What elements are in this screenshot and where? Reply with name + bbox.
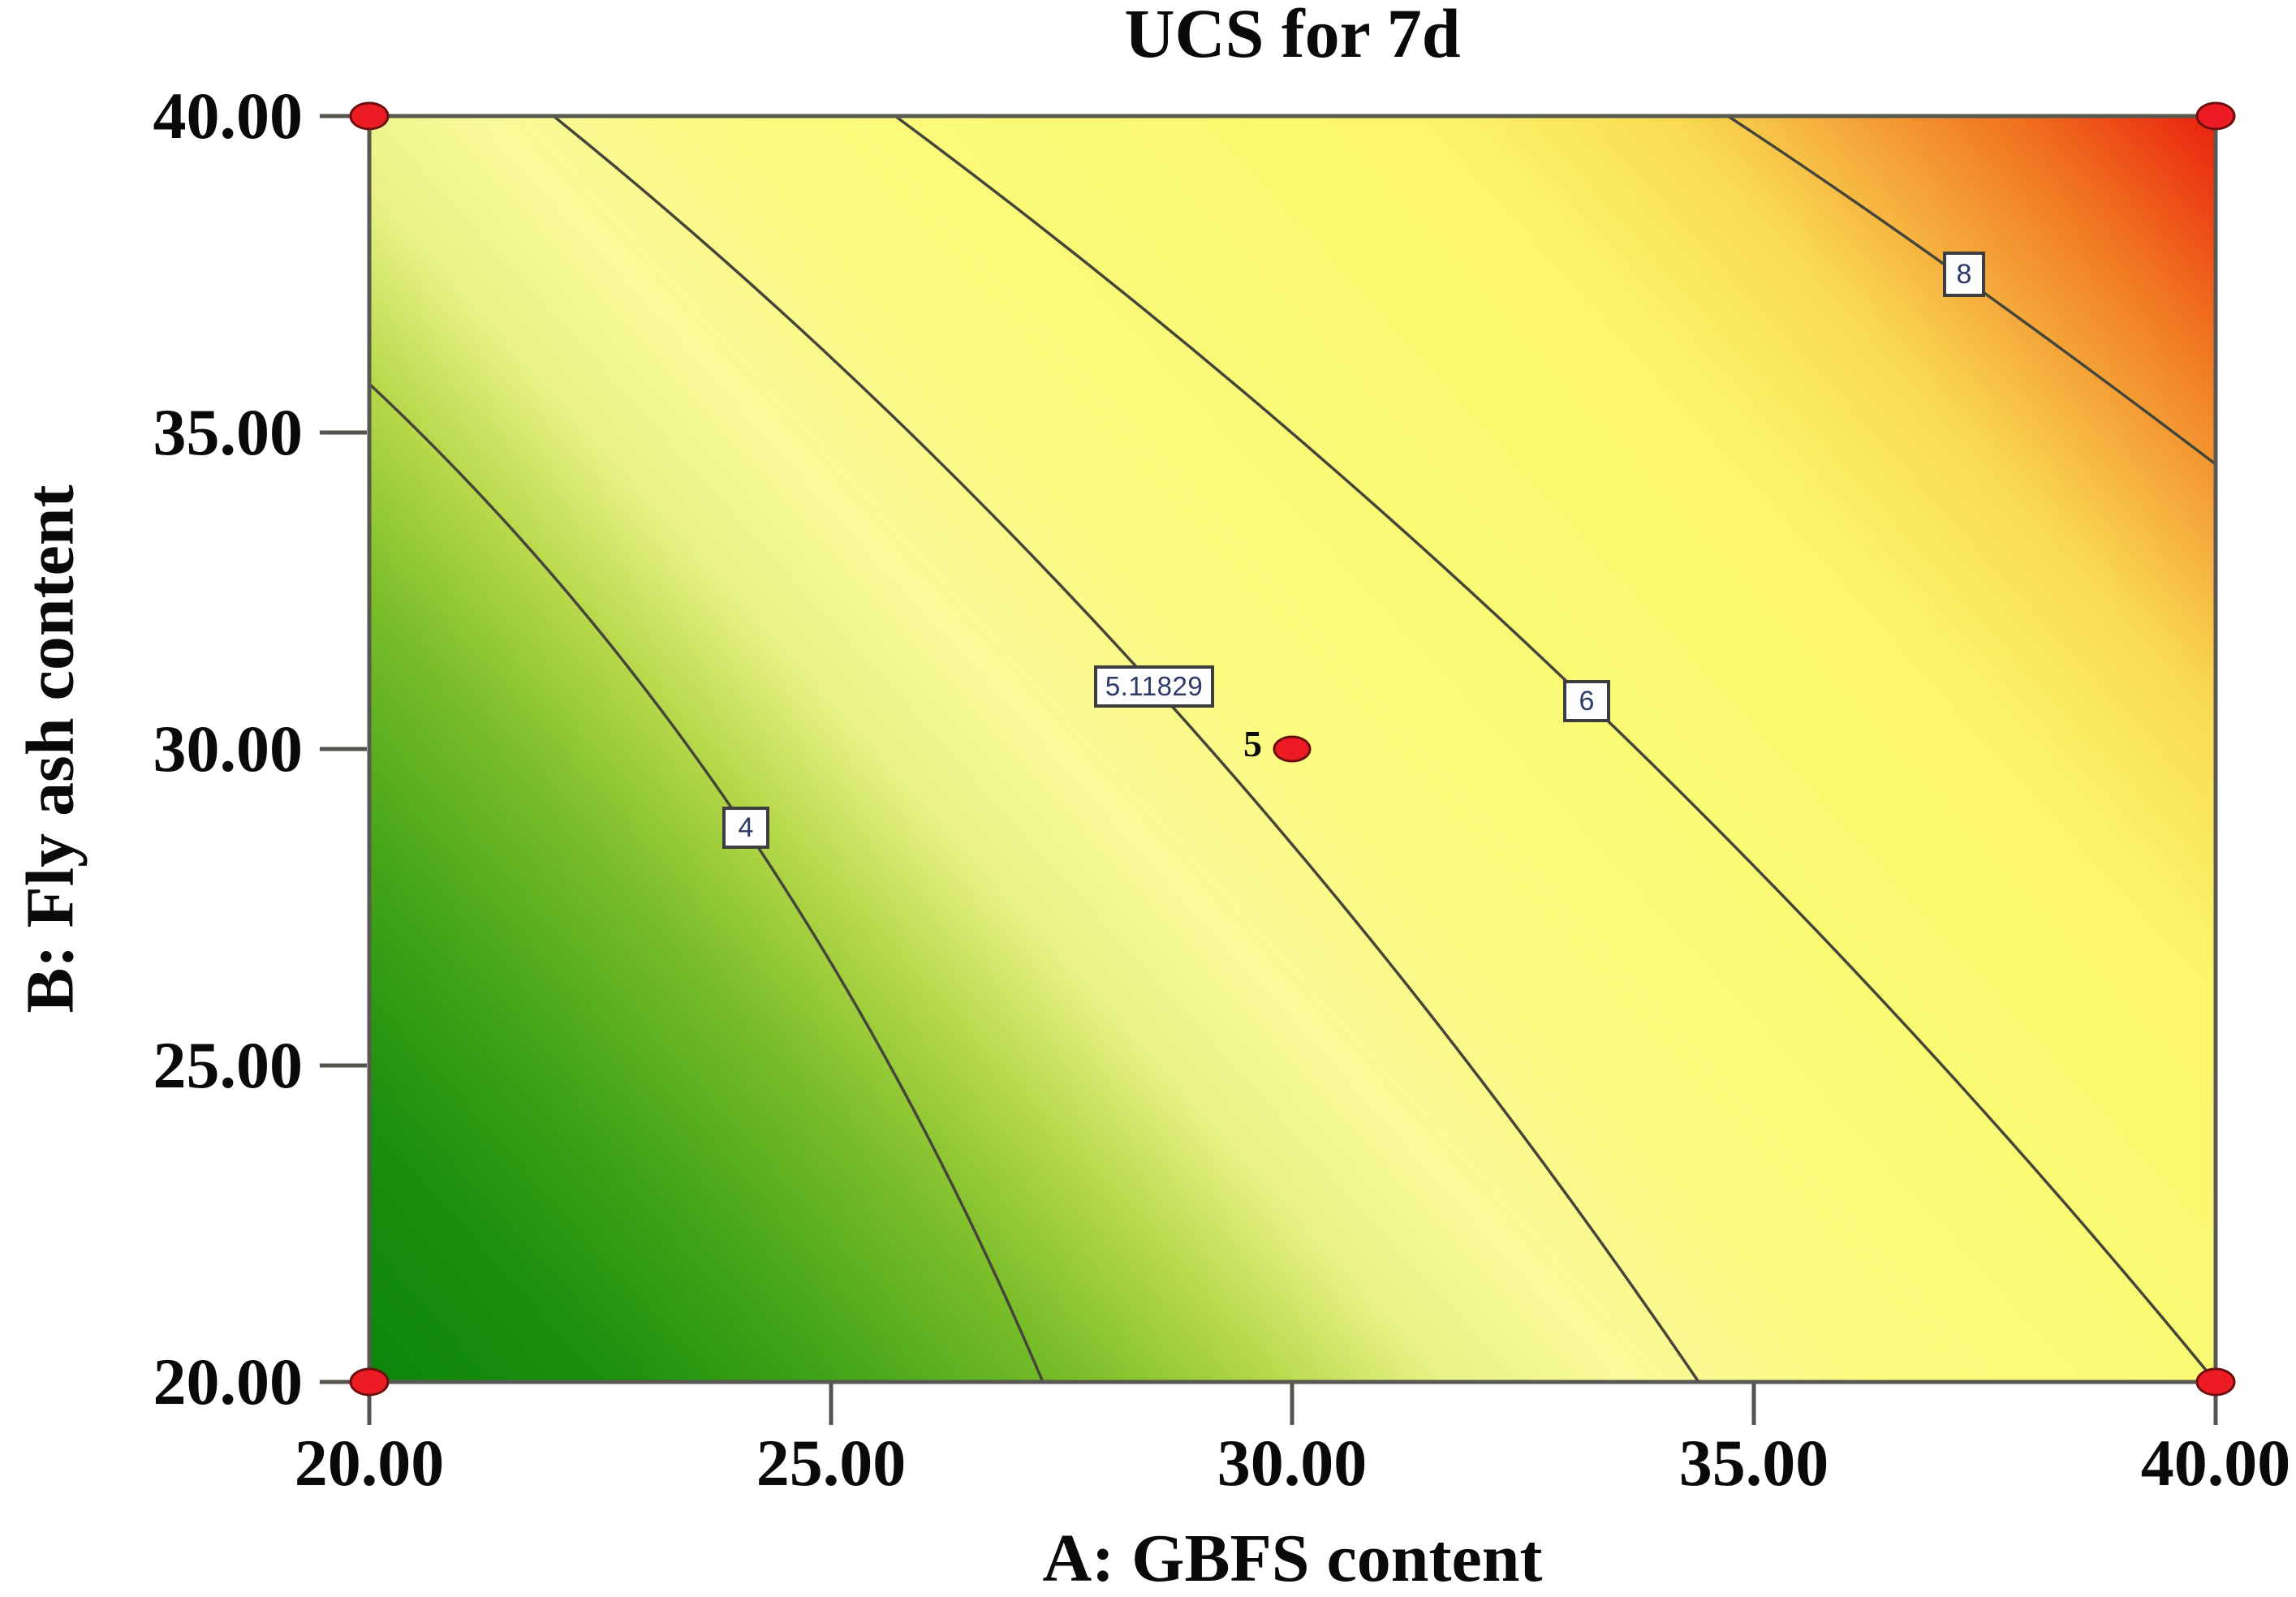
design-point-40-40 [2195,101,2236,131]
contour-label-5.11829: 5.11829 [1094,665,1214,708]
x-tick-label-35: 35.00 [1678,1426,1829,1500]
design-point-20-20 [349,1367,390,1397]
x-axis-title: A: GBFS content [1042,1521,1543,1596]
chart-title: UCS for 7d [1124,0,1461,72]
x-tick-label-20: 20.00 [294,1426,445,1500]
y-tick-label-40: 40.00 [153,79,304,153]
design-point-40-20 [2195,1367,2236,1397]
design-point-center [1273,735,1312,763]
contour-label-4: 4 [722,807,769,849]
y-axis-title: B: Fly ash content [12,484,88,1014]
x-tick-label-25: 25.00 [756,1426,907,1500]
contour-label-8: 8 [1943,252,1985,297]
design-point-20-40 [349,101,390,131]
center-point-label: 5 [1243,723,1262,764]
contour-label-6: 6 [1563,680,1610,722]
y-tick-label-20: 20.00 [153,1345,304,1418]
y-tick-label-30: 30.00 [153,712,304,786]
plot-border [367,114,2218,1384]
y-tick-label-35: 35.00 [153,395,304,469]
x-tick-label-40: 40.00 [2140,1426,2291,1500]
y-tick-label-25: 25.00 [153,1028,304,1102]
x-tick-label-30: 30.00 [1217,1426,1368,1500]
